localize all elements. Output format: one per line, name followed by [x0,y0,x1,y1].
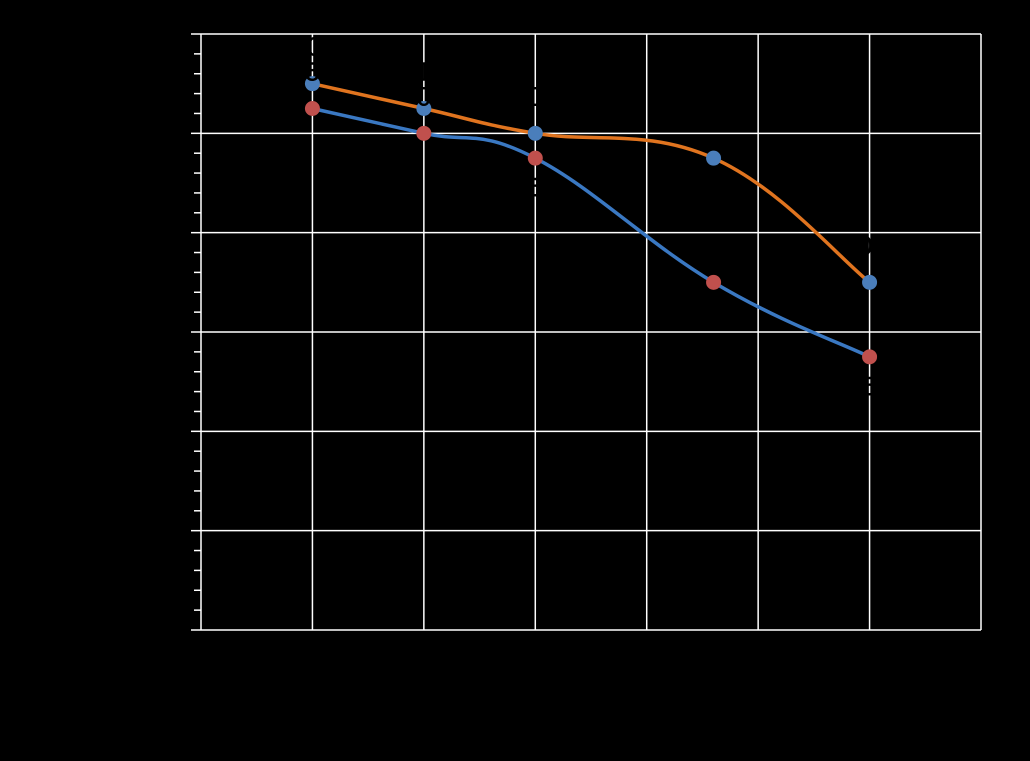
data-point-series-1 [527,125,543,141]
marker-layer [304,76,878,365]
data-point-series-2 [527,150,543,166]
data-point-series-2 [416,125,432,141]
data-label: 70% [844,230,896,260]
data-point-series-1 [706,150,722,166]
data-point-series-1 [304,76,320,92]
data-label: 0 [417,81,431,111]
data-label: 70% [688,230,740,260]
chart-area: 110% 1 0 5 0 5 70% 70% 5 [14,4,1026,760]
grid-layer [201,33,982,630]
axis-layer [191,33,981,631]
data-point-series-1 [862,274,878,290]
data-point-series-2 [304,101,320,116]
series-layer [312,81,871,359]
data-label: 5 [305,57,319,87]
series-line-2 [312,106,871,359]
data-label: 1 [417,57,431,87]
data-label: 5 [862,371,876,401]
data-label: 110% [280,32,345,62]
data-point-series-2 [706,274,722,290]
data-label: 0 [528,81,542,111]
data-label: 5 [528,172,542,202]
series-line-1 [312,81,871,284]
data-point-series-1 [416,101,432,116]
data-point-series-2 [862,349,878,365]
